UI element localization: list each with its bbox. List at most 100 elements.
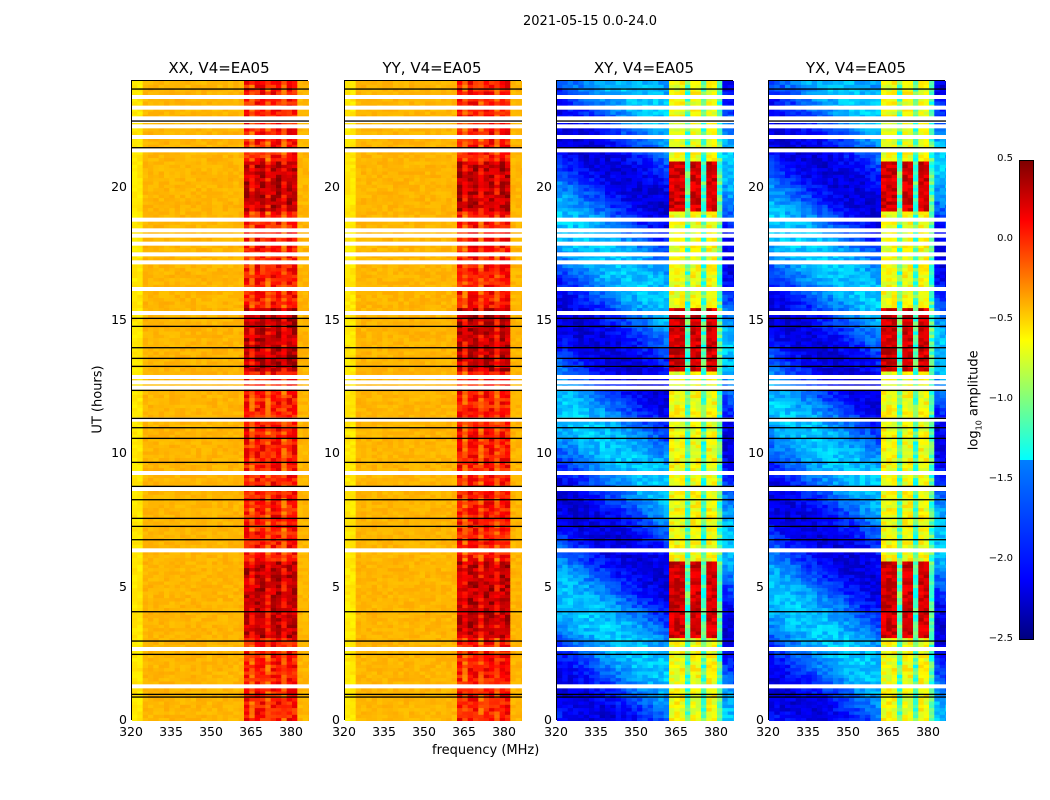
heatmap-cell: [228, 637, 234, 642]
heatmap-cell: [137, 527, 144, 532]
heatmap-cell: [260, 334, 266, 339]
heatmap-cell: [153, 411, 160, 415]
heatmap-cell: [169, 334, 176, 339]
heatmap-cell: [233, 321, 240, 325]
heatmap-cell: [185, 427, 192, 432]
heatmap-cell: [190, 204, 197, 209]
heatmap-cell: [217, 604, 224, 609]
heatmap-cell: [238, 341, 245, 345]
heatmap-cell: [169, 377, 176, 382]
heatmap-cell: [244, 114, 250, 119]
heatmap-cell: [217, 561, 224, 565]
heatmap-cell: [190, 441, 197, 445]
heatmap-cell: [228, 517, 234, 522]
heatmap-cell: [196, 207, 202, 212]
heatmap-cell: [238, 594, 245, 599]
heatmap-cell: [222, 601, 229, 605]
heatmap-cell: [196, 341, 202, 345]
heatmap-cell: [217, 481, 224, 485]
heatmap-cell: [185, 581, 192, 585]
heatmap-cell: [249, 304, 256, 309]
heatmap-cell: [153, 341, 160, 345]
heatmap-cell: [137, 641, 144, 645]
heatmap-cell: [142, 457, 149, 462]
heatmap-cell: [260, 501, 266, 505]
heatmap-cell: [265, 501, 272, 505]
heatmap-cell: [180, 671, 186, 675]
heatmap-cell: [201, 101, 208, 105]
heatmap-cell: [190, 414, 197, 419]
heatmap-cell: [228, 501, 234, 505]
heatmap-cell: [148, 101, 154, 105]
heatmap-cell: [201, 191, 208, 195]
heatmap-cell: [206, 701, 213, 705]
heatmap-cell: [222, 671, 229, 675]
heatmap-cell: [244, 557, 250, 562]
heatmap-cell: [228, 631, 234, 635]
heatmap-cell: [196, 244, 202, 249]
heatmap-cell: [190, 91, 197, 95]
heatmap-cell: [169, 564, 176, 569]
heatmap-cell: [148, 277, 154, 282]
heatmap-cell: [244, 597, 250, 602]
heatmap-cell: [206, 244, 213, 249]
heatmap-cell: [164, 601, 170, 605]
heatmap-cell: [212, 84, 218, 89]
heatmap-cell: [132, 441, 138, 445]
heatmap-cell: [222, 301, 229, 305]
heatmap-cell: [265, 594, 272, 599]
heatmap-panel-xx: [131, 80, 309, 721]
heatmap-cell: [260, 574, 266, 579]
heatmap-cell: [169, 407, 176, 412]
heatmap-cell: [196, 97, 202, 102]
heatmap-cell: [249, 711, 256, 715]
heatmap-cell: [244, 341, 250, 345]
heatmap-cell: [217, 427, 224, 432]
heatmap-cell: [185, 661, 192, 665]
heatmap-cell: [206, 541, 213, 545]
heatmap-cell: [249, 584, 256, 589]
heatmap-cell: [222, 264, 229, 269]
heatmap-cell: [206, 101, 213, 105]
heatmap-cell: [153, 474, 160, 479]
heatmap-cell: [238, 267, 245, 272]
heatmap-cell: [222, 187, 229, 192]
heatmap-cell: [158, 541, 165, 545]
heatmap-cell: [233, 541, 240, 545]
heatmap-cell: [238, 347, 245, 352]
heatmap-cell: [180, 177, 186, 182]
heatmap-cell: [222, 644, 229, 649]
heatmap-cell: [238, 604, 245, 609]
heatmap-cell: [244, 371, 250, 375]
heatmap-cell: [222, 314, 229, 319]
heatmap-cell: [217, 321, 224, 325]
heatmap-cell: [265, 204, 272, 209]
heatmap-cell: [158, 534, 165, 539]
heatmap-cell: [180, 101, 186, 105]
heatmap-cell: [142, 184, 149, 189]
heatmap-cell: [190, 157, 197, 162]
heatmap-cell: [196, 504, 202, 509]
heatmap-cell: [185, 687, 192, 692]
heatmap-cell: [260, 651, 266, 655]
heatmap-cell: [212, 294, 218, 299]
heatmap-cell: [132, 641, 138, 645]
heatmap-cell: [222, 84, 229, 89]
heatmap-cell: [265, 301, 272, 305]
heatmap-cell: [132, 711, 138, 715]
heatmap-cell: [260, 307, 266, 312]
heatmap-cell: [238, 431, 245, 435]
heatmap-cell: [132, 601, 138, 605]
heatmap-cell: [212, 277, 218, 282]
heatmap-cell: [206, 621, 213, 625]
heatmap-cell: [190, 687, 197, 692]
heatmap-cell: [132, 197, 138, 202]
heatmap-cell: [169, 657, 176, 662]
heatmap-cell: [153, 571, 160, 575]
heatmap-cell: [169, 321, 176, 325]
heatmap-cell: [180, 457, 186, 462]
heatmap-cell: [233, 624, 240, 629]
heatmap-cell: [206, 197, 213, 202]
heatmap-cell: [164, 677, 170, 682]
heatmap-cell: [169, 447, 176, 452]
